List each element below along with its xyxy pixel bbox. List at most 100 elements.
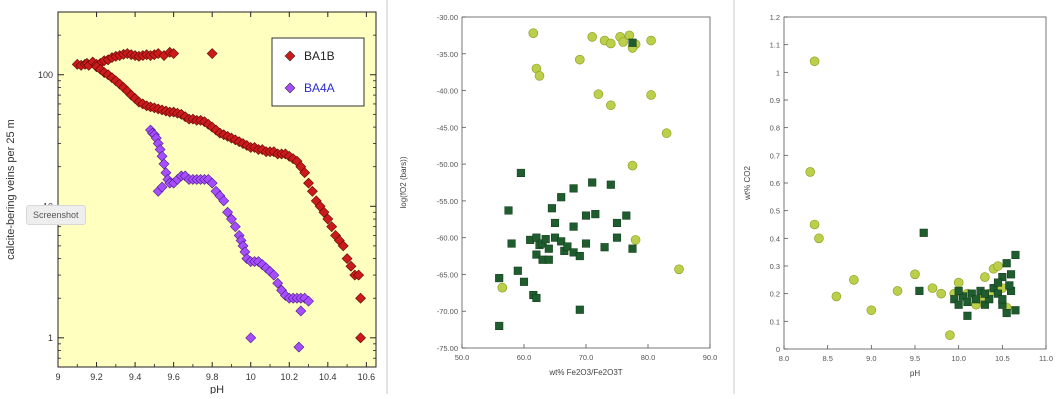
data-point-square: [544, 244, 553, 253]
data-point-circle: [606, 38, 616, 49]
y-tick-label: 0.1: [770, 317, 780, 326]
x-tick-label: 9.0: [866, 354, 876, 363]
y-axis-label: log(fO2 (bars)): [399, 156, 408, 208]
data-point-square: [628, 38, 637, 47]
data-point-circle: [646, 35, 656, 46]
y-tick-label: -70.00: [437, 307, 458, 316]
data-point-ba1b: [206, 48, 218, 59]
legend-label-ba4a: BA4A: [304, 81, 335, 95]
data-point-ba1b: [168, 48, 180, 59]
data-point-circle: [627, 160, 638, 171]
chart-co2-vs-ph: 8.0 8.5 9.0 9.5 10.0 10.5 11.0 0 0.1 0.2 0.3 0.4 0.5…: [743, 13, 1053, 378]
data-point-square: [612, 218, 622, 228]
x-tick-label: 10.4: [319, 372, 337, 382]
y-tick-label: 0.5: [770, 207, 780, 216]
data-point-circle: [866, 305, 877, 316]
data-point-circle: [953, 277, 964, 288]
data-point-square: [1011, 250, 1020, 259]
data-point-square: [575, 252, 584, 261]
data-point-square: [544, 255, 553, 264]
data-point-ba4a: [295, 305, 307, 317]
data-point-square: [989, 284, 998, 293]
x-axis-label: pH: [210, 384, 224, 394]
plot-area: [783, 16, 1047, 350]
chart-panel-fo2-vs-fe2o3: 50.0 60.0 70.0 80.0 90.0 -30.00 -35.00 -40.00 -4…: [388, 0, 733, 394]
data-point-square: [612, 233, 622, 242]
y-tick-label: -50.00: [437, 160, 458, 169]
data-point-circle: [661, 128, 672, 139]
data-point-square: [495, 274, 504, 283]
x-tick-label: 10.5: [995, 354, 1010, 363]
data-point-ba4a: [303, 295, 314, 307]
data-point-circle: [606, 100, 616, 111]
data-point-ba1b: [337, 240, 349, 252]
y-tick-label: -75.00: [437, 344, 458, 353]
data-point-square: [575, 305, 584, 314]
data-point-square: [507, 239, 516, 248]
x-tick-label: 9.4: [129, 372, 142, 382]
legend-label-ba1b: BA1B: [304, 49, 335, 63]
data-point-ba1b: [322, 213, 334, 225]
data-point-circle: [927, 283, 938, 293]
chart-veins-vs-ph: 99.29.49.69.81010.210.410.6100101pHcalci…: [5, 11, 377, 396]
data-point-ba1b: [355, 292, 367, 304]
data-point-square: [954, 286, 963, 295]
data-point-square: [985, 295, 994, 304]
data-point-square: [915, 286, 924, 295]
data-point-square: [1011, 306, 1020, 315]
data-point-square: [581, 239, 591, 248]
x-tick-label: 9.6: [167, 372, 180, 382]
data-point-ba4a: [293, 341, 305, 353]
data-point-ba1b: [353, 269, 365, 281]
data-point-square: [541, 235, 550, 244]
data-point-ba4a: [206, 177, 218, 189]
data-point-circle: [646, 90, 656, 100]
data-point-square: [504, 206, 513, 215]
data-point-square: [980, 300, 989, 309]
data-point-circle: [497, 282, 508, 293]
data-point-square: [622, 211, 631, 220]
x-tick-label: 10.2: [281, 372, 299, 382]
data-point-square: [519, 277, 529, 286]
data-point-ba1b: [326, 221, 338, 233]
chart-fo2-vs-fe2o3: 50.0 60.0 70.0 80.0 90.0 -30.00 -35.00 -40.00 -4…: [399, 13, 717, 377]
data-point-circle: [945, 330, 955, 340]
data-point-square: [954, 300, 963, 309]
y-tick-label: 1: [776, 68, 780, 77]
data-point-square: [1007, 270, 1016, 279]
legend-marker-ba4a: [284, 82, 296, 94]
data-point-circle: [528, 28, 539, 38]
panel-divider: [733, 0, 735, 394]
y-tick-label: 0.9: [770, 96, 780, 105]
data-point-circle: [587, 32, 597, 42]
data-point-square: [532, 250, 541, 259]
data-point-square: [588, 178, 597, 187]
data-point-square: [919, 228, 928, 237]
data-point-square: [569, 222, 578, 231]
data-point-circle: [831, 291, 842, 302]
data-point-square: [1002, 259, 1011, 268]
y-tick-label: 0.4: [770, 234, 780, 243]
data-point-circle: [805, 167, 815, 177]
x-tick-label: 11.0: [1039, 354, 1053, 363]
panel-divider: [386, 0, 388, 394]
data-point-circle: [674, 264, 684, 275]
data-point-square: [980, 289, 989, 298]
x-tick-label: 10.6: [358, 372, 376, 382]
data-point-ba4a: [268, 269, 280, 281]
data-point-square: [1002, 308, 1011, 318]
x-tick-label: 50.0: [455, 353, 470, 362]
data-point-circle: [892, 286, 903, 296]
data-point-circle: [534, 71, 545, 81]
y-tick-label: 0: [776, 345, 780, 354]
data-point-ba4a: [222, 206, 234, 218]
data-point-ba4a: [156, 181, 168, 193]
data-point-ba1b: [318, 206, 330, 218]
x-tick-label: 8.5: [822, 354, 832, 363]
data-point-circle: [849, 275, 859, 285]
data-point-square: [950, 295, 959, 304]
data-point-ba1b: [355, 332, 367, 344]
y-tick-label: -45.00: [437, 123, 458, 132]
y-tick-label: 0.2: [770, 290, 780, 299]
data-point-square: [550, 218, 560, 228]
